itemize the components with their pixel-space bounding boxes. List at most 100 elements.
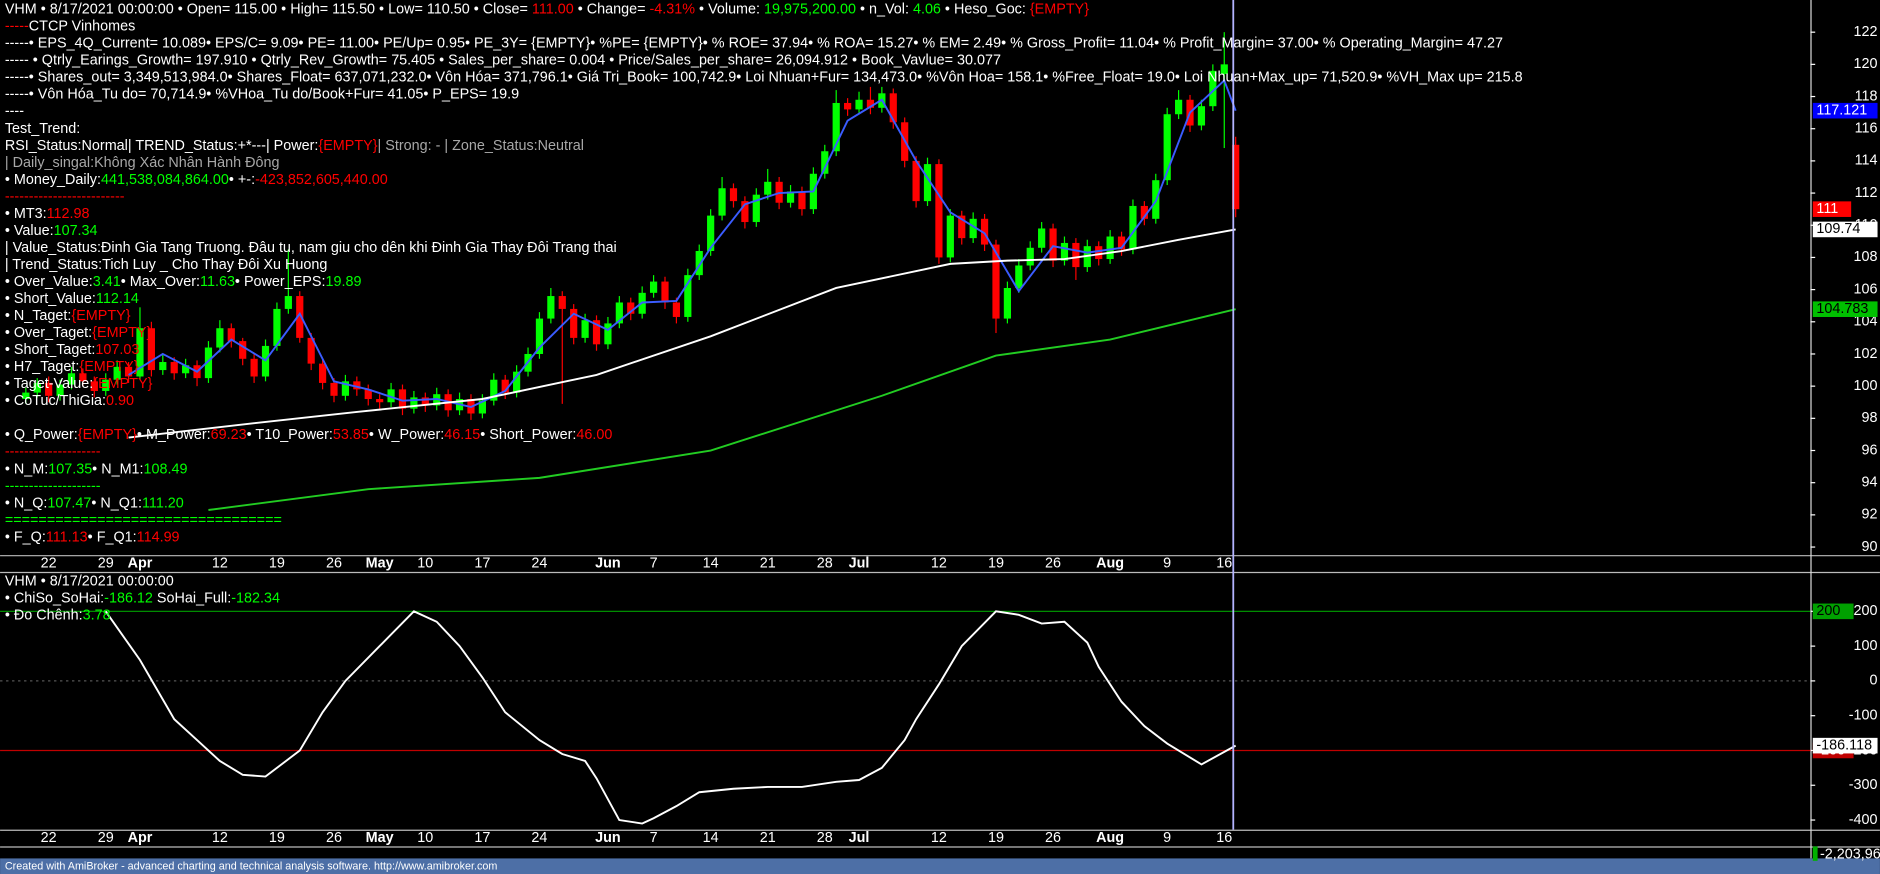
info-line: • Over_Taget:{EMPTY}: [5, 325, 152, 341]
candle-body: [832, 102, 840, 152]
x-tick-label: 19: [988, 555, 1004, 571]
value-tag-box: [1812, 201, 1852, 217]
candle-body: [615, 302, 623, 324]
info-text: -182.34: [231, 590, 280, 606]
value-tag: 117.121: [1816, 102, 1867, 118]
candle-body: [649, 281, 658, 293]
candle-body: [672, 302, 681, 317]
candle-body: [1038, 228, 1046, 248]
x-tick-label: 16: [1216, 555, 1232, 571]
info-text: • Short_Value:: [5, 291, 96, 307]
info-text: 108.49: [144, 461, 188, 477]
candle-body: [1060, 242, 1069, 261]
info-text: • +-:: [229, 172, 255, 188]
info-line: • Money_Daily:441,538,084,864.00• +-:-42…: [5, 172, 388, 188]
x-tick-label: May: [366, 830, 394, 846]
y-tick-label: 100: [1854, 378, 1878, 394]
x-tick-label: 12: [931, 830, 947, 846]
info-text: | Strong: - | Zone_Status:Neutral: [378, 138, 584, 154]
info-text: {EMPTY}: [93, 376, 152, 392]
info-line: =================================: [5, 512, 282, 528]
candle-body: [1129, 205, 1137, 250]
candle-body: [273, 308, 281, 346]
info-text: Test_Trend:: [5, 121, 80, 137]
candle-body: [764, 181, 772, 195]
candle-body: [170, 362, 178, 374]
candle-body: [547, 296, 555, 319]
candle-body: [239, 341, 247, 359]
info-text: -----• Vôn Hóa_Tu do= 70,714.9• %VHoa_Tu…: [5, 87, 519, 103]
info-text: 111.20: [142, 495, 184, 511]
info-text: • Money_Daily:: [5, 172, 101, 188]
y-tick-label: -400: [1849, 812, 1878, 828]
info-text: 107.03: [95, 342, 139, 358]
info-text: 11.63: [200, 274, 235, 290]
info-line: -----• EPS_4Q_Current= 10.089• EPS/C= 9.…: [5, 35, 1503, 51]
x-tick-label: 26: [1045, 830, 1061, 846]
info-text: • H7_Taget:: [5, 359, 80, 375]
x-tick-label: 21: [760, 555, 776, 571]
x-tick-label: 9: [1163, 830, 1171, 846]
y-tick-label: 98: [1862, 410, 1878, 426]
x-tick-label: Apr: [128, 555, 153, 571]
info-text: • N_M1:: [92, 461, 143, 477]
candle-body: [113, 366, 121, 380]
info-text: CTCP Vinhomes: [29, 18, 136, 34]
info-text: • ChiSo_SoHai:: [5, 590, 104, 606]
y-tick-label: 106: [1854, 281, 1878, 297]
candle-body: [227, 328, 235, 342]
info-text: • Over_Taget:: [5, 325, 92, 341]
info-line: Test_Trend:: [5, 121, 80, 137]
x-tick-label: Apr: [128, 830, 153, 846]
value-tag: 109.74: [1816, 221, 1860, 237]
info-text: 53.85: [333, 427, 369, 443]
info-text: | Value_Status:Đinh Gia Tang Truong. Đâu…: [5, 240, 617, 256]
candle-body: [707, 215, 715, 251]
candle-body: [90, 381, 98, 391]
info-line: • N_M:107.35• N_M1:108.49: [5, 461, 188, 477]
candle-body: [821, 151, 829, 174]
candle-body: [398, 389, 407, 409]
candle-body: [581, 320, 589, 338]
candle-body: [889, 93, 897, 123]
info-line: • Short_Value:112.14: [5, 291, 139, 307]
candle-body: [1197, 106, 1206, 126]
value-tag-box: [1812, 221, 1878, 238]
info-text: {EMPTY}: [71, 308, 130, 324]
y-tick-label: 122: [1854, 24, 1878, 40]
candle-body: [1163, 114, 1171, 181]
info-text: • F_Q1:: [88, 529, 137, 545]
info-text: -----• Shares_out= 3,349,513,984.0• Shar…: [5, 69, 1523, 85]
info-text: 112.98: [47, 206, 90, 222]
line-series: [208, 308, 1236, 511]
y-tick-label: 200: [1854, 603, 1878, 619]
x-tick-label: Aug: [1096, 830, 1124, 846]
info-text: 19.89: [325, 274, 361, 290]
info-text: ----: [5, 104, 24, 120]
info-text: VHM • 8/17/2021 00:00:00: [5, 573, 174, 589]
candle-body: [1140, 205, 1148, 219]
info-line: • Đo Chênh:3.78: [5, 607, 111, 623]
y-tick-label: 118: [1855, 88, 1878, 104]
x-tick-label: 19: [269, 830, 285, 846]
candle-body: [1049, 228, 1057, 261]
candle-body: [855, 99, 863, 110]
info-line: --------------------: [5, 444, 101, 460]
info-text: • Value:: [5, 223, 54, 239]
candle-body: [45, 382, 53, 396]
info-line: -----• Shares_out= 3,349,513,984.0• Shar…: [5, 69, 1523, 85]
candle-body: [786, 191, 795, 203]
x-tick-label: 14: [703, 555, 719, 571]
candle-body: [570, 308, 578, 338]
candle-body: [136, 328, 144, 377]
info-text: • Heso_Goc:: [941, 1, 1030, 17]
candle-body: [22, 392, 30, 400]
candle-body: [798, 191, 806, 210]
candle-body: [501, 379, 509, 393]
info-line: • F_Q:111.13• F_Q1:114.99: [5, 529, 180, 545]
x-tick-label: 17: [474, 555, 490, 571]
info-line: | Value_Status:Đinh Gia Tang Truong. Đâu…: [5, 240, 617, 256]
info-text: ----- • Qtrly_Earings_Growth= 197.910 • …: [5, 52, 1001, 68]
